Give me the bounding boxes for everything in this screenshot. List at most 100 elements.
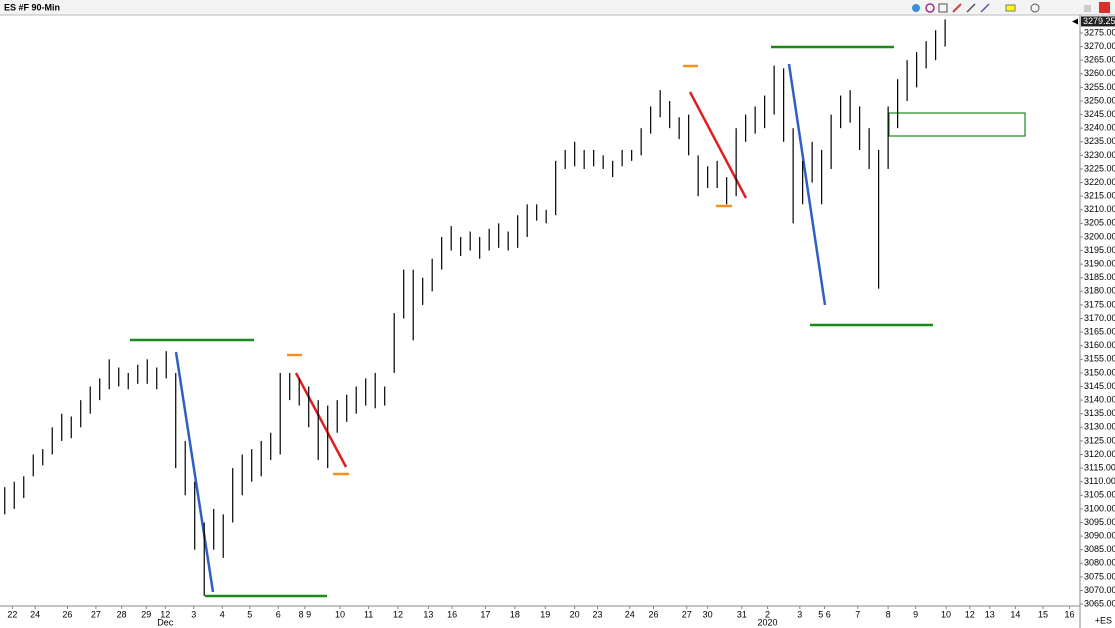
y-tick-label: 3075.00 bbox=[1084, 571, 1115, 581]
last-price-arrow bbox=[1072, 18, 1078, 25]
tool-icon[interactable] bbox=[980, 3, 990, 13]
y-tick-label: 3175.00 bbox=[1084, 299, 1115, 309]
x-tick-label: 13 bbox=[423, 609, 433, 619]
y-tick-label: 3115.00 bbox=[1084, 462, 1115, 472]
trend-line bbox=[174, 351, 215, 593]
y-tick-label: 3215.00 bbox=[1084, 191, 1115, 201]
y-tick-label: 3070.00 bbox=[1084, 585, 1115, 595]
y-tick-label: 3225.00 bbox=[1084, 163, 1115, 173]
y-tick-label: 3135.00 bbox=[1084, 408, 1115, 418]
tool-icon[interactable] bbox=[1030, 3, 1040, 13]
x-tick-label: 28 bbox=[117, 609, 127, 619]
x-tick-label: 24 bbox=[30, 609, 40, 619]
symbol-tag: +ES bbox=[1095, 615, 1112, 625]
last-price-label: 3279.25 bbox=[1083, 16, 1115, 26]
y-tick-label: 3265.00 bbox=[1084, 55, 1115, 65]
x-tick-label: 2 bbox=[765, 609, 770, 619]
y-tick-label: 3210.00 bbox=[1084, 204, 1115, 214]
x-tick-label: 10 bbox=[941, 609, 951, 619]
x-tick-label: 24 bbox=[625, 609, 635, 619]
y-tick-label: 3155.00 bbox=[1084, 354, 1115, 364]
y-tick-label: 3150.00 bbox=[1084, 367, 1115, 377]
x-tick-label: 26 bbox=[62, 609, 72, 619]
trend-line bbox=[787, 63, 827, 306]
x-tick-label: 27 bbox=[91, 609, 101, 619]
x-tick-label-secondary: Dec bbox=[157, 617, 174, 627]
y-tick-label: 3125.00 bbox=[1084, 435, 1115, 445]
tool-icon[interactable] bbox=[938, 3, 948, 13]
x-tick-label: 31 bbox=[737, 609, 747, 619]
x-tick-label: 11 bbox=[364, 609, 373, 619]
y-tick-label: 3160.00 bbox=[1084, 340, 1115, 350]
x-tick-label: 29 bbox=[141, 609, 151, 619]
x-tick-label: 10 bbox=[335, 609, 345, 619]
x-tick-label: 30 bbox=[703, 609, 713, 619]
price-bars bbox=[4, 19, 946, 596]
tool-icon[interactable] bbox=[1084, 5, 1091, 12]
y-tick-label: 3250.00 bbox=[1084, 95, 1115, 105]
close-button[interactable] bbox=[1099, 2, 1110, 13]
y-tick-label: 3205.00 bbox=[1084, 218, 1115, 228]
x-tick-label: 13 bbox=[985, 609, 995, 619]
trend-line bbox=[294, 372, 348, 468]
y-tick-label: 3185.00 bbox=[1084, 272, 1115, 282]
tool-icon[interactable] bbox=[912, 4, 920, 12]
y-tick-label: 3100.00 bbox=[1084, 503, 1115, 513]
x-tick-label: 19 bbox=[540, 609, 550, 619]
title-bar bbox=[0, 0, 1115, 15]
x-tick-label: 17 bbox=[480, 609, 490, 619]
y-tick-label: 3270.00 bbox=[1084, 41, 1115, 51]
x-tick-label: 5 6 bbox=[818, 609, 831, 619]
y-tick-label: 3080.00 bbox=[1084, 558, 1115, 568]
y-tick-label: 3065.00 bbox=[1084, 598, 1115, 608]
y-tick-label: 3230.00 bbox=[1084, 150, 1115, 160]
y-tick-label: 3130.00 bbox=[1084, 422, 1115, 432]
last-price-box bbox=[1081, 16, 1115, 27]
x-tick-label: 12 bbox=[160, 609, 170, 619]
y-tick-label: 3240.00 bbox=[1084, 123, 1115, 133]
y-tick-label: 3145.00 bbox=[1084, 381, 1115, 391]
y-tick-label: 3180.00 bbox=[1084, 286, 1115, 296]
y-tick-label: 3140.00 bbox=[1084, 395, 1115, 405]
x-tick-label: 14 bbox=[1010, 609, 1020, 619]
chart-title: ES #F 90-Min bbox=[4, 2, 60, 12]
y-tick-label: 3170.00 bbox=[1084, 313, 1115, 323]
x-tick-label: 6 bbox=[276, 609, 281, 619]
y-tick-label: 3105.00 bbox=[1084, 490, 1115, 500]
y-tick-label: 3245.00 bbox=[1084, 109, 1115, 119]
x-tick-label: 15 bbox=[1038, 609, 1048, 619]
y-tick-label: 3120.00 bbox=[1084, 449, 1115, 459]
y-tick-label: 3260.00 bbox=[1084, 68, 1115, 78]
x-tick-label: 12 bbox=[965, 609, 975, 619]
tool-icon[interactable] bbox=[925, 3, 935, 13]
x-tick-label: 7 bbox=[855, 609, 860, 619]
x-tick-label: 18 bbox=[510, 609, 520, 619]
x-tick-label: 23 bbox=[592, 609, 602, 619]
y-tick-label: 3190.00 bbox=[1084, 259, 1115, 269]
x-tick-label: 3 bbox=[797, 609, 802, 619]
x-tick-label: 16 bbox=[447, 609, 457, 619]
y-tick-label: 3095.00 bbox=[1084, 517, 1115, 527]
y-tick-label: 3090.00 bbox=[1084, 530, 1115, 540]
y-tick-label: 3275.00 bbox=[1084, 27, 1115, 37]
y-tick-label: 3255.00 bbox=[1084, 82, 1115, 92]
x-tick-label: 20 bbox=[570, 609, 580, 619]
y-tick-label: 3110.00 bbox=[1084, 476, 1115, 486]
y-tick-label: 3220.00 bbox=[1084, 177, 1115, 187]
toolbar[interactable] bbox=[912, 2, 1110, 13]
x-tick-label: 12 bbox=[393, 609, 403, 619]
x-tick-label: 8 9 bbox=[299, 609, 312, 619]
y-tick-label: 3200.00 bbox=[1084, 231, 1115, 241]
tool-icon[interactable] bbox=[966, 3, 976, 13]
x-tick-label: 16 bbox=[1065, 609, 1075, 619]
x-tick-label: 4 bbox=[220, 609, 225, 619]
zone-box bbox=[888, 112, 1026, 137]
y-tick-label: 3235.00 bbox=[1084, 136, 1115, 146]
x-tick-label-secondary: 2020 bbox=[757, 617, 777, 627]
x-tick-label: 27 bbox=[682, 609, 692, 619]
x-tick-label: 5 bbox=[247, 609, 252, 619]
tool-icon[interactable] bbox=[952, 3, 962, 13]
tool-icon[interactable] bbox=[1005, 4, 1016, 12]
x-tick-label: 9 bbox=[913, 609, 918, 619]
